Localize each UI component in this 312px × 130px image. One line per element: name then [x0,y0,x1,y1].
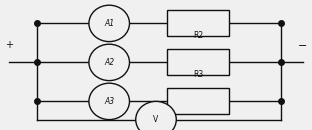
Text: R3: R3 [193,70,203,79]
Bar [167,49,229,75]
Text: A3: A3 [104,97,114,106]
Text: R2: R2 [193,31,203,40]
Text: −: − [298,41,307,50]
Text: A1: A1 [104,19,114,28]
Text: V: V [154,115,158,124]
Bar [167,88,229,114]
Ellipse shape [89,5,129,42]
Text: A2: A2 [104,58,114,67]
Ellipse shape [89,83,129,120]
Ellipse shape [136,101,176,130]
Ellipse shape [89,44,129,81]
Bar [167,10,229,36]
Text: +: + [5,41,13,50]
